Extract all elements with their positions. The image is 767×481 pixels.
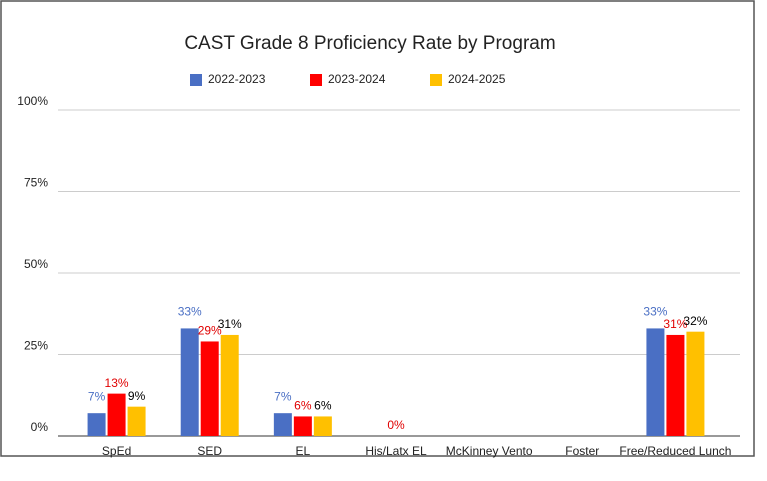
bar bbox=[220, 334, 239, 436]
data-label: 9% bbox=[128, 389, 146, 403]
legend-label: 2024-2025 bbox=[448, 72, 506, 86]
legend-swatch bbox=[190, 74, 202, 86]
bar bbox=[646, 328, 665, 436]
bar bbox=[87, 413, 106, 436]
chart-frame bbox=[0, 0, 755, 457]
bar bbox=[180, 328, 199, 436]
x-tick-label: Free/Reduced Lunch bbox=[619, 444, 731, 458]
data-label: 7% bbox=[274, 389, 292, 403]
bar bbox=[200, 341, 219, 436]
bar bbox=[686, 331, 705, 436]
y-tick-label: 50% bbox=[24, 257, 48, 271]
data-label: 6% bbox=[294, 399, 312, 413]
x-tick-label: McKinney Vento bbox=[446, 444, 533, 458]
legend-swatch bbox=[430, 74, 442, 86]
data-label: 33% bbox=[643, 305, 667, 319]
y-tick-label: 25% bbox=[24, 339, 48, 353]
bar bbox=[666, 334, 685, 436]
bar bbox=[273, 413, 292, 436]
data-label: 33% bbox=[178, 305, 202, 319]
y-tick-label: 0% bbox=[31, 420, 49, 434]
legend-swatch bbox=[310, 74, 322, 86]
data-label: 0% bbox=[387, 418, 405, 432]
data-label: 13% bbox=[105, 376, 129, 390]
y-tick-label: 75% bbox=[24, 176, 48, 190]
data-label: 29% bbox=[198, 324, 222, 338]
x-tick-label: EL bbox=[296, 444, 311, 458]
bar bbox=[107, 393, 126, 436]
bar bbox=[127, 406, 146, 436]
legend-label: 2023-2024 bbox=[328, 72, 386, 86]
data-label: 7% bbox=[88, 389, 106, 403]
x-tick-label: His/Latx EL bbox=[365, 444, 427, 458]
data-label: 31% bbox=[218, 317, 242, 331]
x-tick-label: SED bbox=[197, 444, 222, 458]
bar bbox=[313, 416, 332, 436]
x-tick-label: SpEd bbox=[102, 444, 131, 458]
bar bbox=[293, 416, 312, 436]
legend-label: 2022-2023 bbox=[208, 72, 266, 86]
data-label: 6% bbox=[314, 399, 332, 413]
chart-title: CAST Grade 8 Proficiency Rate by Program bbox=[184, 33, 555, 54]
y-tick-label: 100% bbox=[17, 94, 48, 108]
data-label: 31% bbox=[663, 317, 687, 331]
data-label: 32% bbox=[683, 314, 707, 328]
x-tick-label: Foster bbox=[565, 444, 599, 458]
